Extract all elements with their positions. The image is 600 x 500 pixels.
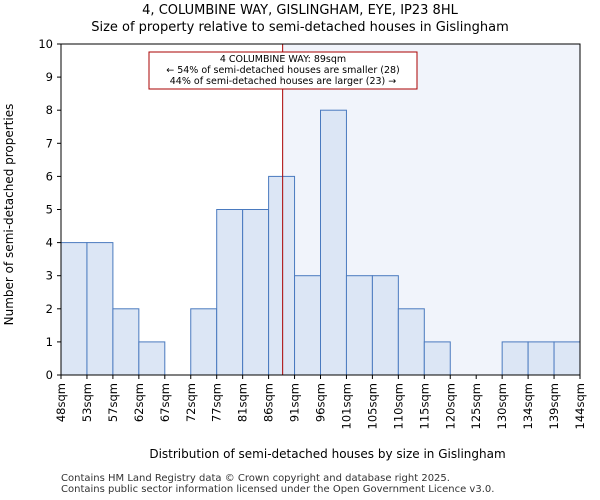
bar-110sqm — [397, 308, 425, 376]
bars — [60, 109, 581, 376]
y-tick-label: 6 — [46, 169, 53, 183]
x-tick-label: 62sqm — [132, 383, 146, 422]
y-axis: 0 1 2 3 4 5 6 7 8 9 10 — [38, 37, 61, 382]
bar-53sqm — [86, 242, 114, 376]
bar-91sqm — [294, 275, 321, 376]
annotation: 4 COLUMBINE WAY: 89sqm ← 54% of semi-det… — [148, 51, 418, 90]
x-tick-label: 125sqm — [469, 383, 483, 429]
bar-72sqm — [190, 308, 218, 376]
annotation-line-1: 4 COLUMBINE WAY: 89sqm — [220, 54, 346, 65]
bar-130sqm — [501, 341, 529, 376]
chart-subtitle: Size of property relative to semi-detach… — [91, 20, 509, 35]
x-tick-label: 105sqm — [365, 383, 379, 429]
x-tick-label: 144sqm — [573, 383, 587, 429]
bar-105sqm — [371, 275, 399, 376]
bar-139sqm — [553, 341, 581, 376]
bar-86sqm — [268, 175, 296, 376]
x-tick-label: 91sqm — [288, 383, 302, 422]
y-tick-label: 9 — [46, 70, 53, 84]
x-tick-label: 96sqm — [314, 383, 328, 422]
bar-81sqm — [242, 209, 270, 376]
x-tick-label: 86sqm — [262, 383, 276, 422]
y-tick-label: 2 — [46, 302, 53, 316]
x-tick-label: 110sqm — [391, 383, 405, 429]
bar-101sqm — [345, 275, 373, 376]
x-tick-label: 139sqm — [547, 383, 561, 429]
x-tick-label: 120sqm — [443, 383, 457, 429]
footer-attribution-1: Contains HM Land Registry data © Crown c… — [61, 473, 450, 484]
x-tick-label: 67sqm — [158, 383, 172, 422]
y-axis-label: Number of semi-detached properties — [2, 104, 16, 326]
annotation-box — [148, 51, 418, 90]
chart-title: 4, COLUMBINE WAY, GISLINGHAM, EYE, IP23 … — [142, 3, 458, 18]
x-tick-label: 72sqm — [184, 383, 198, 422]
x-axis: 48sqm 53sqm 57sqm 62sqm 67sqm 72sqm 77sqm 81sqm… — [54, 375, 587, 429]
x-tick-label: 115sqm — [417, 383, 431, 429]
y-tick-label: 7 — [46, 136, 53, 150]
y-tick-label: 8 — [46, 103, 53, 117]
bar-115sqm — [423, 341, 451, 376]
y-tick-label: 5 — [46, 203, 53, 217]
x-tick-label: 48sqm — [54, 383, 68, 422]
bar-57sqm — [112, 308, 140, 376]
x-axis-label: Distribution of semi-detached houses by … — [149, 447, 505, 461]
x-tick-label: 130sqm — [495, 383, 509, 429]
x-tick-label: 53sqm — [80, 383, 94, 422]
y-tick-label: 1 — [46, 335, 53, 349]
x-tick-label: 81sqm — [236, 383, 250, 422]
y-tick-label: 0 — [46, 368, 53, 382]
annotation-line-2: ← 54% of semi-detached houses are smalle… — [166, 65, 400, 76]
annotation-line-3: 44% of semi-detached houses are larger (… — [170, 76, 397, 87]
x-tick-label: 101sqm — [339, 383, 353, 429]
bar-48sqm — [60, 242, 88, 376]
bar-77sqm — [216, 209, 244, 376]
bar-62sqm — [138, 341, 166, 376]
x-tick-label: 77sqm — [210, 383, 224, 422]
bar-134sqm — [527, 341, 555, 376]
footer-attribution-2: Contains public sector information licen… — [61, 484, 495, 495]
y-tick-label: 10 — [38, 37, 53, 51]
x-tick-label: 57sqm — [106, 383, 120, 422]
x-tick-label: 134sqm — [521, 383, 535, 429]
y-tick-label: 4 — [46, 236, 53, 250]
y-tick-label: 3 — [46, 269, 53, 283]
bar-96sqm — [320, 109, 347, 376]
